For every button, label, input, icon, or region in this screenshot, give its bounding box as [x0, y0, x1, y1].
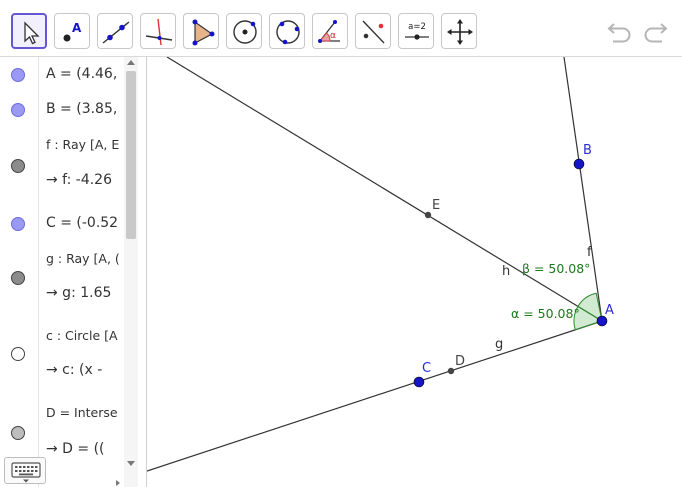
graphics-view[interactable]: B A C D E f g h β = 50.08° α = 50.08°: [147, 57, 682, 487]
undo-button[interactable]: [605, 18, 635, 44]
slider-tool-button[interactable]: a=2: [398, 13, 434, 49]
svg-text:a=2: a=2: [408, 22, 426, 32]
algebra-item-d[interactable]: D = Interse → D = ((: [0, 393, 138, 487]
algebra-item-circle-c[interactable]: c : Circle [A → c: (x -: [0, 316, 138, 394]
visibility-toggle[interactable]: [7, 267, 29, 289]
algebra-item-value[interactable]: → c: (x -: [46, 362, 103, 378]
algebra-view: A = (4.46, B = (3.85, f : Ray [A, E → f:…: [0, 57, 147, 487]
algebra-item-definition[interactable]: D = Interse: [46, 405, 118, 420]
algebra-item-text[interactable]: A = (4.46,: [46, 66, 118, 82]
point-d[interactable]: [447, 367, 455, 375]
perpendicular-icon: [145, 18, 173, 46]
geometry-canvas[interactable]: B A C D E f g h β = 50.08° α = 50.08°: [147, 57, 682, 487]
algebra-item-c[interactable]: C = (-0.52: [0, 206, 138, 242]
svg-text:A: A: [72, 21, 82, 35]
circle-center-icon: [233, 20, 257, 44]
perpendicular-line-tool-button[interactable]: [140, 13, 176, 49]
algebra-item-definition[interactable]: c : Circle [A: [46, 328, 118, 343]
toolbar: A: [0, 0, 682, 57]
line-tool-button[interactable]: [97, 13, 133, 49]
circle-three-points-icon: [276, 20, 300, 45]
cursor-arrow-icon: [24, 21, 40, 45]
triangle-polygon-icon: [192, 19, 215, 46]
point-tool-button[interactable]: A: [54, 13, 90, 49]
visibility-toggle[interactable]: [7, 213, 29, 235]
algebra-item-value[interactable]: → D = ((: [46, 441, 105, 457]
point-a-icon: A: [63, 21, 82, 42]
reflect-line-icon: [362, 20, 385, 44]
label-g: g: [495, 337, 503, 352]
label-h: h: [502, 264, 510, 279]
polygon-tool-button[interactable]: [183, 13, 219, 49]
point-c[interactable]: [413, 376, 425, 388]
move-tool-button[interactable]: [11, 13, 47, 49]
algebra-item-text[interactable]: C = (-0.52: [46, 215, 119, 231]
visibility-toggle[interactable]: [7, 422, 29, 444]
angle-beta-label: β = 50.08°: [522, 261, 590, 276]
visibility-toggle[interactable]: [7, 155, 29, 177]
redo-button[interactable]: [640, 18, 670, 44]
slider-icon: a=2: [405, 22, 429, 40]
svg-text:α: α: [330, 31, 336, 41]
algebra-item-definition[interactable]: f : Ray [A, E: [46, 137, 120, 152]
angle-tool-button[interactable]: α: [312, 13, 348, 49]
label-c: C: [422, 361, 431, 376]
redo-icon: [644, 23, 668, 43]
visibility-toggle[interactable]: [7, 343, 29, 365]
angle-alpha-label: α = 50.08°: [511, 306, 580, 321]
scroll-up-arrow-icon[interactable]: [127, 60, 135, 65]
line-through-points-icon: [102, 21, 130, 44]
undo-icon: [607, 23, 631, 43]
point-e[interactable]: [424, 211, 432, 219]
algebra-item-definition[interactable]: g : Ray [A, (: [46, 251, 120, 266]
angle-alpha-sector[interactable]: [573, 305, 604, 331]
algebra-item-value[interactable]: → g: 1.65: [46, 285, 112, 301]
label-b: B: [583, 143, 592, 158]
visibility-toggle[interactable]: [7, 99, 29, 121]
reflect-tool-button[interactable]: [355, 13, 391, 49]
algebra-item-g[interactable]: g : Ray [A, ( → g: 1.65: [0, 241, 138, 317]
label-a: A: [605, 303, 614, 318]
algebra-item-b[interactable]: B = (3.85,: [0, 92, 138, 128]
circle-center-point-tool-button[interactable]: [226, 13, 262, 49]
point-a[interactable]: [596, 315, 608, 327]
scroll-down-arrow-icon[interactable]: [127, 461, 135, 466]
label-e: E: [432, 198, 440, 213]
ray-f[interactable]: [563, 57, 603, 322]
ray-h[interactable]: [166, 57, 603, 322]
algebra-item-text[interactable]: B = (3.85,: [46, 101, 118, 117]
move-graphics-view-tool-button[interactable]: [441, 13, 477, 49]
label-f: f: [587, 245, 592, 260]
move-arrows-icon: [447, 19, 473, 45]
circle-three-points-tool-button[interactable]: [269, 13, 305, 49]
scrollbar-thumb[interactable]: [126, 71, 136, 239]
visibility-toggle[interactable]: [7, 64, 29, 86]
point-b[interactable]: [573, 158, 585, 170]
algebra-item-a[interactable]: A = (4.46,: [0, 57, 138, 93]
label-d: D: [455, 354, 465, 369]
scroll-right-arrow-icon[interactable]: [116, 480, 120, 486]
ray-g[interactable]: [147, 320, 603, 472]
algebra-item-f[interactable]: f : Ray [A, E → f: -4.26: [0, 127, 138, 207]
keyboard-icon: [11, 462, 41, 483]
keyboard-button[interactable]: [4, 457, 46, 484]
algebra-item-value[interactable]: → f: -4.26: [46, 172, 113, 188]
angle-icon: α: [318, 20, 340, 43]
